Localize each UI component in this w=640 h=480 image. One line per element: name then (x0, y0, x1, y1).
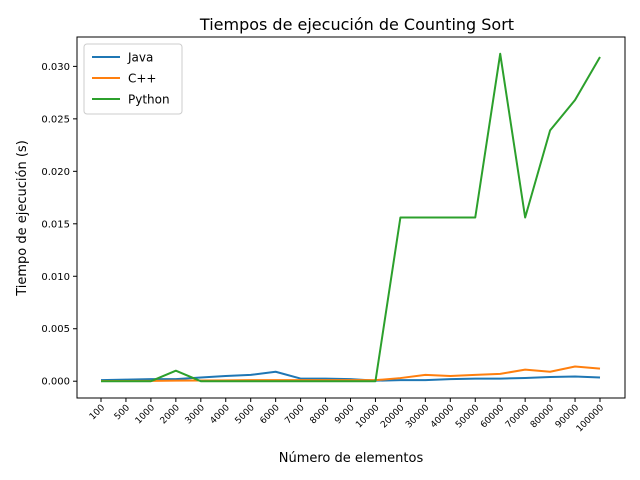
x-tick-label: 40000 (429, 403, 457, 431)
y-tick-label: 0.010 (41, 272, 70, 283)
legend: Java C++ Python (83, 43, 183, 115)
x-tick-label: 5000 (234, 403, 257, 426)
x-tick-label: 8000 (308, 403, 331, 426)
x-tick-label: 4000 (209, 403, 232, 426)
y-axis-ticks: 0.000 0.005 0.010 0.015 0.020 0.025 0.030 (41, 62, 77, 388)
legend-label: Java (127, 51, 153, 65)
y-axis-label: Tiempo de ejecución (s) (15, 140, 30, 297)
legend-label: Python (128, 93, 170, 107)
x-tick-label: 100 (88, 403, 107, 422)
x-tick-label: 3000 (184, 403, 207, 426)
legend-label: C++ (128, 72, 157, 86)
y-tick-label: 0.030 (41, 62, 70, 73)
x-tick-label: 30000 (404, 403, 432, 431)
x-tick-label: 10000 (354, 403, 382, 431)
series-line-java (100, 370, 601, 382)
y-tick-label: 0.005 (41, 324, 70, 335)
x-tick-label: 20000 (379, 403, 407, 431)
x-tick-label: 6000 (259, 403, 282, 426)
series-lines (100, 52, 601, 383)
x-tick-label: 70000 (504, 403, 532, 431)
x-tick-label: 80000 (529, 403, 557, 431)
legend-box (83, 43, 183, 115)
y-tick-label: 0.015 (41, 219, 70, 230)
axes-frame (76, 36, 626, 399)
x-tick-label: 9000 (333, 403, 356, 426)
x-tick-label: 100000 (575, 403, 607, 435)
y-tick-label: 0.025 (41, 114, 70, 125)
y-tick-label: 0.000 (41, 377, 70, 388)
x-tick-label: 50000 (454, 403, 482, 431)
x-tick-label: 2000 (159, 403, 182, 426)
x-axis-label: Número de elementos (279, 451, 424, 466)
x-axis-ticks: 100 500 1000 2000 3000 4000 5000 6000 7000 8000 90… (88, 398, 606, 434)
x-tick-label: 500 (113, 403, 132, 422)
series-line-python (101, 52, 601, 383)
x-tick-label: 7000 (283, 403, 306, 426)
y-tick-label: 0.020 (41, 167, 70, 178)
x-tick-label: 1000 (134, 403, 157, 426)
series-line-c- (101, 365, 601, 382)
chart-title: Tiempos de ejecución de Counting Sort (199, 15, 514, 34)
x-tick-label: 60000 (479, 403, 507, 431)
